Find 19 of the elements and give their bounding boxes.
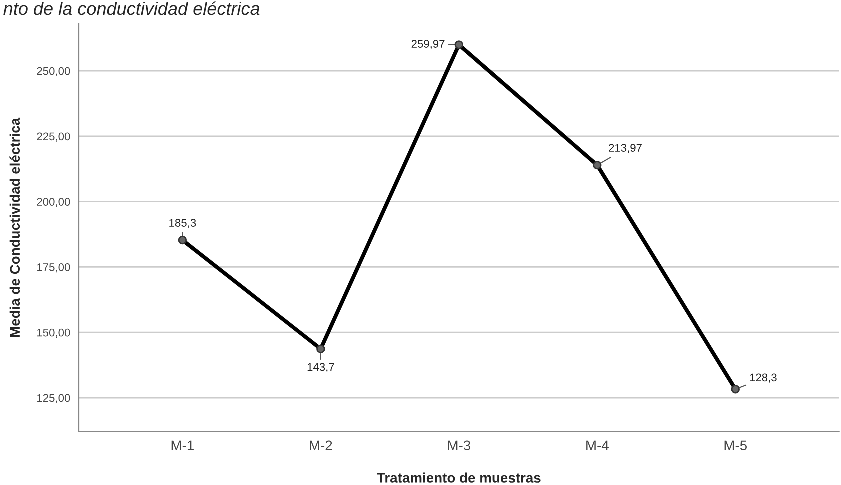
data-label: 143,7 [308,363,334,372]
data-label: 259,97 [412,40,445,50]
x-axis-title: Tratamiento de muestras [377,472,541,483]
data-label: 213,97 [609,144,642,154]
y-axis-title: Media de Conductividad eléctrica [10,118,20,338]
x-tick-label: M-4 [586,440,609,450]
y-tick-label: 150,00 [38,328,70,338]
y-tick-label: 125,00 [38,394,70,404]
data-label: 185,3 [170,219,196,228]
y-tick-label: 250,00 [37,67,70,77]
y-tick-label: 225,00 [37,132,70,142]
y-tick-label: 200,00 [37,198,70,208]
x-tick-label: M-3 [448,440,471,451]
y-tick-label: 175,00 [38,264,70,273]
data-label: 128,3 [750,374,777,383]
chart-title: nto de la conductividad eléctrica [4,2,260,16]
x-tick-label: M-1 [172,440,194,450]
x-tick-label: M-5 [724,440,748,451]
x-tick-label: M-2 [310,440,332,450]
